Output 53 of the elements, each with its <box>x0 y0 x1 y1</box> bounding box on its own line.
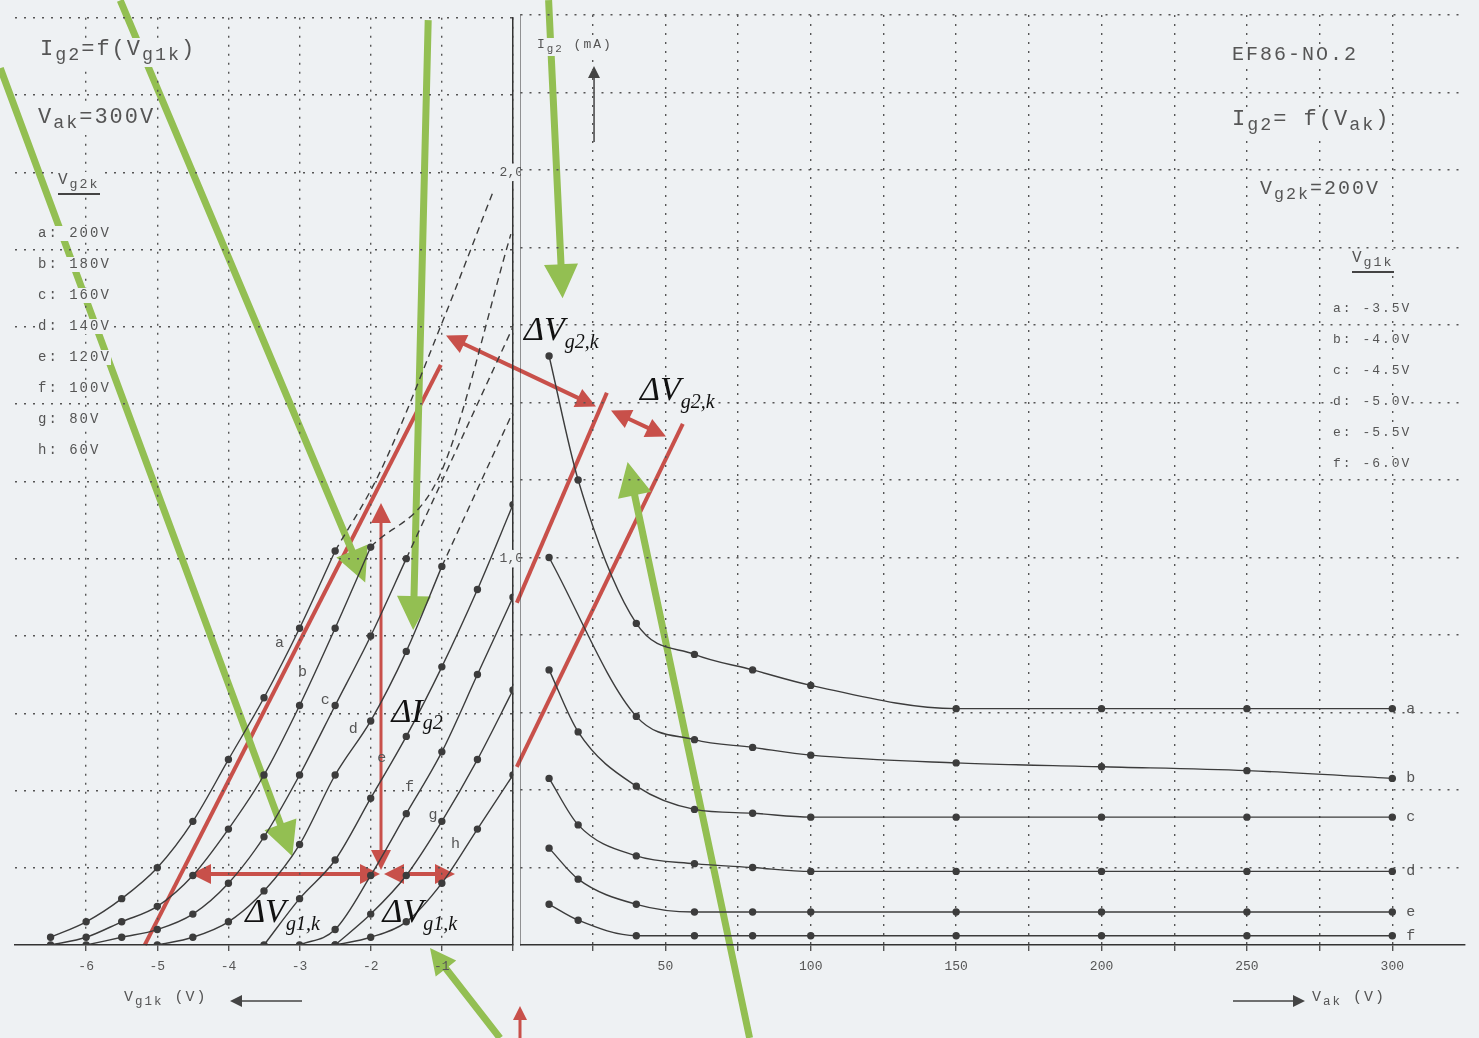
annotation: a: 200V <box>38 225 111 242</box>
series-label: d <box>1406 863 1416 881</box>
x-tick-label: 100 <box>799 959 823 975</box>
x-tick-label: -2 <box>362 959 379 975</box>
series-label: f <box>405 778 415 796</box>
y-axis-title: I$_{g2}$ (mA) <box>537 37 613 56</box>
annotation: V$_{g1k}$ <box>1352 249 1394 273</box>
annotation: I$_{g2}$= f(V$_{ak}$) <box>1232 107 1391 137</box>
x-tick-label: 250 <box>1235 959 1259 975</box>
series-label: h <box>451 836 461 854</box>
x-axis-title: V$_{ak}$ (V) <box>1312 989 1387 1010</box>
annotation: I$_{g2}$=f(V$_{g1k}$) <box>40 37 197 67</box>
annotation: ΔV$_{g2,k}$ <box>640 370 715 412</box>
annotation: V$_{g2k}$ <box>58 171 100 195</box>
x-tick-label: -5 <box>149 959 166 975</box>
x-axis-title: V$_{g1k}$ (V) <box>124 989 208 1010</box>
x-tick-label: 300 <box>1380 959 1405 975</box>
annotation: b: -4.0V <box>1333 332 1412 348</box>
annotation: a: -3.5V <box>1333 301 1412 317</box>
annotation: d: -5.0V <box>1333 394 1412 410</box>
x-tick-label: -1 <box>434 959 450 975</box>
series-label: a <box>1406 700 1416 718</box>
annotation: ΔV$_{g2,k}$ <box>524 310 599 352</box>
series-label: f <box>1406 927 1416 945</box>
series-label: g <box>428 807 438 825</box>
x-tick-label: -3 <box>291 959 308 975</box>
x-tick-label: 200 <box>1089 959 1114 975</box>
annotation: ΔV$_{g1,k}$ <box>245 892 320 935</box>
x-tick-label: 150 <box>944 959 968 975</box>
annotation: ΔV$_{g1,k}$ <box>382 892 458 935</box>
x-tick-label: 50 <box>657 959 674 975</box>
annotation: c: 160V <box>38 287 111 304</box>
annotation: b: 180V <box>38 256 111 273</box>
x-tick-label: -4 <box>220 959 237 975</box>
series-label: c <box>1406 809 1416 827</box>
series-label: d <box>348 721 358 739</box>
annotation: h: 60V <box>38 442 101 459</box>
annotation: V$_{ak}$=300V <box>38 105 156 135</box>
annotation: e: -5.5V <box>1333 425 1412 441</box>
annotation: g: 80V <box>38 411 101 428</box>
annotation: e: 120V <box>38 349 111 366</box>
annotation: V$_{g2k}$=200V <box>1260 177 1381 205</box>
series-label: c <box>320 692 330 710</box>
series-label: b <box>1406 770 1416 788</box>
x-tick-label: -6 <box>78 959 94 975</box>
annotation: f: -6.0V <box>1333 456 1412 472</box>
annotation: c: -4.5V <box>1333 363 1412 379</box>
annotation: ΔI$_{g2}$ <box>391 691 443 733</box>
series-label: a <box>275 634 285 652</box>
annotation: f: 100V <box>38 380 111 397</box>
series-label: e <box>1406 904 1416 922</box>
annotation: d: 140V <box>38 318 111 335</box>
text: EF86-NO.2 <box>1232 43 1359 66</box>
